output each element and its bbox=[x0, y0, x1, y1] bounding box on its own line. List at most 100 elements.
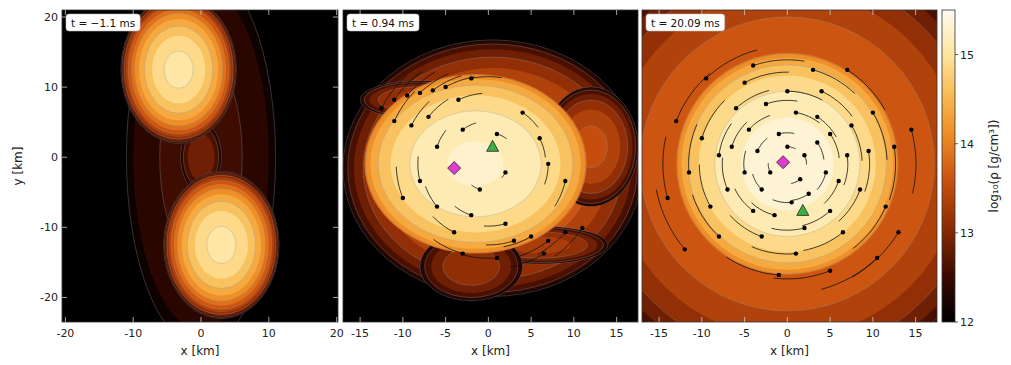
tracer bbox=[687, 170, 691, 174]
tracer-trail bbox=[463, 123, 476, 130]
tracer-trail bbox=[753, 174, 762, 189]
tracer bbox=[845, 153, 849, 157]
tracer bbox=[760, 187, 764, 191]
frame bbox=[343, 10, 638, 322]
x-tick bbox=[65, 10, 66, 15]
tracer bbox=[841, 230, 845, 234]
density-contour bbox=[364, 74, 586, 254]
x-tick-label: -15 bbox=[650, 327, 668, 340]
x-tick-label: -10 bbox=[394, 327, 412, 340]
tracer bbox=[751, 63, 755, 67]
tracer bbox=[405, 93, 409, 97]
tracer bbox=[426, 115, 430, 119]
tracer bbox=[798, 177, 802, 181]
y-tick bbox=[333, 157, 338, 158]
tracer-trail bbox=[458, 93, 482, 99]
tracer bbox=[807, 192, 811, 196]
tracer-trail bbox=[727, 257, 779, 275]
tracer bbox=[858, 187, 862, 191]
tracer bbox=[431, 88, 435, 92]
density-contour bbox=[187, 201, 255, 288]
density-contour bbox=[642, 10, 937, 322]
tracer bbox=[772, 213, 776, 217]
tracer bbox=[469, 76, 473, 80]
tracer-trail bbox=[736, 91, 769, 109]
x-tick-label: 0 bbox=[485, 327, 492, 340]
x-tick-label: 0 bbox=[784, 327, 791, 340]
tracer bbox=[730, 145, 734, 149]
colorbar-tick bbox=[955, 143, 958, 144]
tracer bbox=[478, 187, 482, 191]
x-tick-label: 15 bbox=[610, 327, 624, 340]
colorbar bbox=[942, 10, 955, 322]
tracer bbox=[777, 273, 781, 277]
x-tick-label: 5 bbox=[528, 327, 535, 340]
plot-area bbox=[343, 10, 638, 322]
tracer bbox=[764, 102, 768, 106]
tracer-trail bbox=[426, 186, 438, 206]
x-tick bbox=[336, 317, 337, 322]
y-tick-label: 20 bbox=[44, 11, 58, 24]
y-tick bbox=[62, 87, 67, 88]
tracer bbox=[379, 106, 383, 110]
tracer-trail bbox=[852, 125, 863, 160]
density-contour bbox=[344, 41, 638, 295]
x-tick bbox=[659, 317, 660, 322]
x-tick-label: 0 bbox=[198, 327, 205, 340]
y-tick bbox=[333, 87, 338, 88]
tracer bbox=[717, 234, 721, 238]
tracer-trail bbox=[394, 71, 422, 99]
density-contour bbox=[164, 171, 279, 318]
tracer bbox=[845, 68, 849, 72]
density-contour bbox=[171, 180, 272, 309]
density-contour bbox=[169, 178, 274, 313]
x-tick bbox=[531, 317, 532, 322]
tracer-trail bbox=[787, 91, 822, 100]
tracer bbox=[789, 200, 793, 204]
time-label-box bbox=[646, 14, 725, 31]
density-contour bbox=[699, 75, 876, 252]
tracer bbox=[537, 136, 541, 140]
tracer-trail bbox=[830, 134, 839, 158]
x-tick bbox=[915, 10, 916, 15]
density-contour bbox=[164, 171, 279, 318]
tracer bbox=[909, 127, 913, 131]
x-tick bbox=[336, 10, 337, 15]
tracer bbox=[802, 226, 806, 230]
density-contour bbox=[681, 58, 893, 270]
tracer bbox=[461, 251, 465, 255]
density-contour bbox=[207, 226, 236, 263]
colorbar-tick-label: 12 bbox=[960, 316, 974, 329]
density-contour bbox=[126, 10, 275, 322]
colorbar-tick bbox=[955, 54, 958, 55]
y-tick bbox=[333, 297, 338, 298]
time-label-box bbox=[66, 14, 140, 31]
colorbar-title: log₁₀(ρ [g/cm³]) bbox=[987, 120, 1001, 213]
density-contour bbox=[152, 36, 205, 104]
x-tick-label: -10 bbox=[124, 327, 142, 340]
tracer bbox=[392, 98, 396, 102]
time-label-text: t = 0.94 ms bbox=[352, 17, 414, 29]
tracer bbox=[512, 239, 516, 243]
tracer-trail bbox=[889, 147, 895, 200]
y-tick bbox=[62, 227, 67, 228]
tracer bbox=[875, 256, 879, 260]
tracer-trail bbox=[722, 158, 727, 190]
frame bbox=[642, 10, 937, 322]
y-tick bbox=[62, 157, 67, 158]
y-tick-label: -20 bbox=[40, 291, 58, 304]
density-contour bbox=[177, 189, 265, 301]
tracer-trail bbox=[706, 50, 757, 79]
plot-area bbox=[642, 10, 937, 322]
tracer-trail bbox=[719, 124, 731, 156]
x-tick bbox=[872, 317, 873, 322]
x-tick-label: 10 bbox=[866, 327, 880, 340]
tracer bbox=[563, 230, 567, 234]
x-tick-label: 15 bbox=[909, 327, 923, 340]
tracer-trail bbox=[773, 200, 792, 203]
tracer-trail bbox=[735, 189, 753, 211]
x-tick bbox=[787, 10, 788, 15]
tracer-trail bbox=[382, 75, 408, 108]
density-contour bbox=[688, 65, 886, 263]
tracer-trail bbox=[774, 271, 831, 279]
